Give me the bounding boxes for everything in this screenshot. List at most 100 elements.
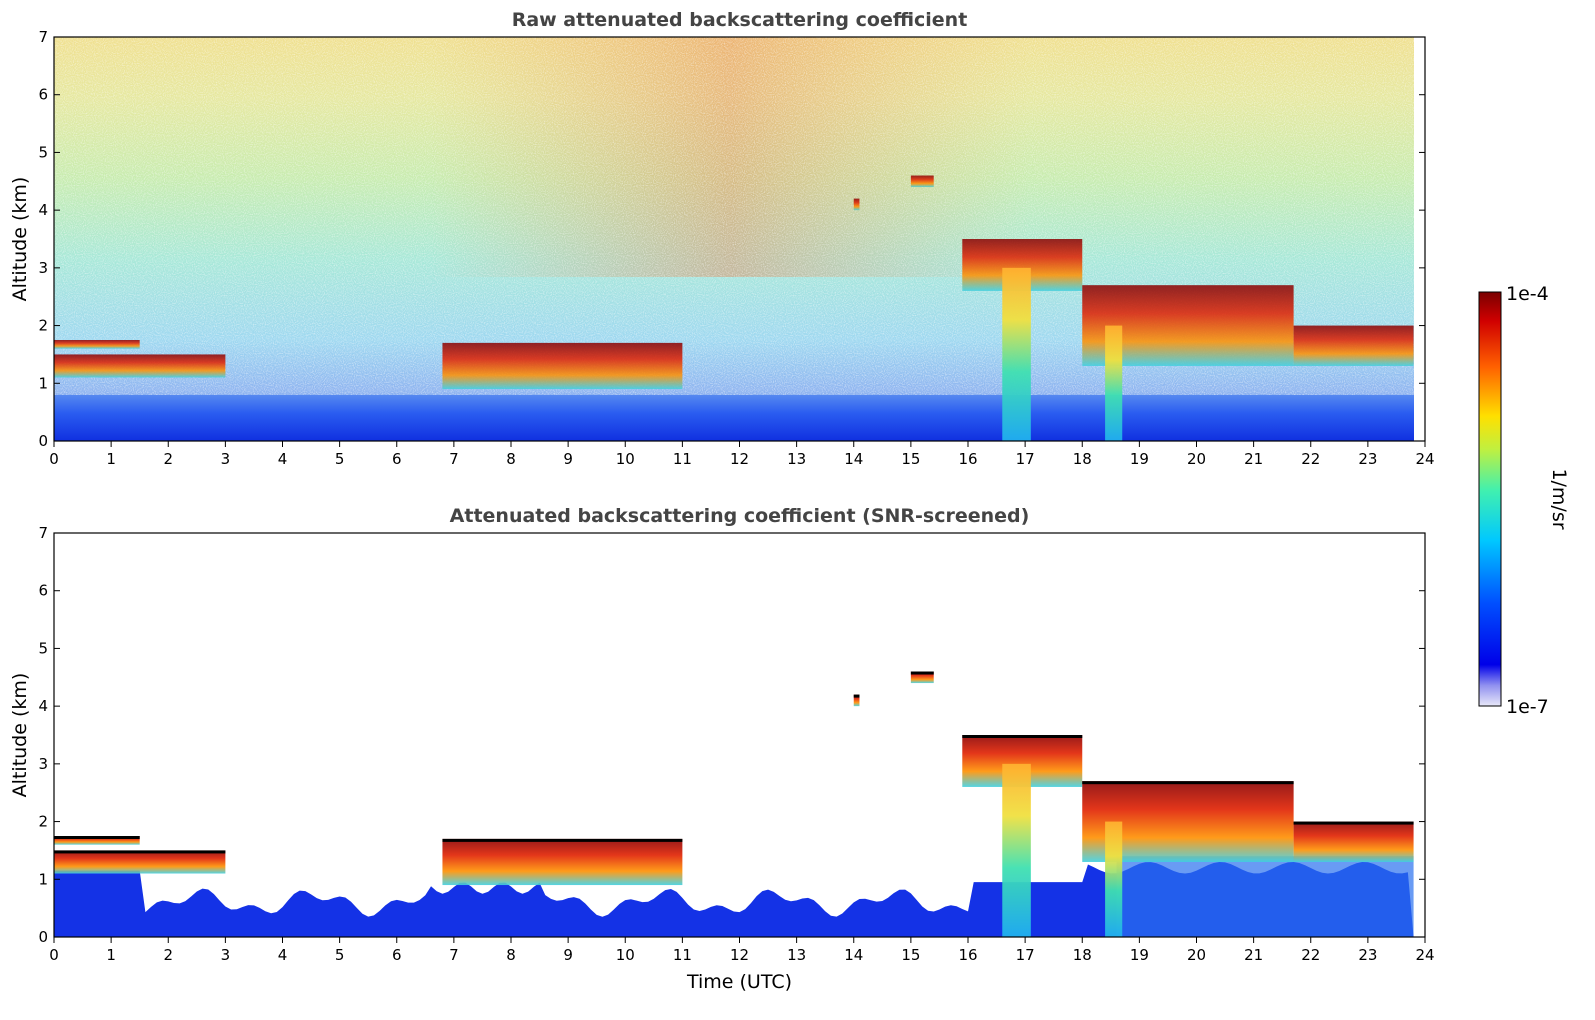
panel-1-title: Raw attenuated backscattering coefficien… [512, 9, 968, 31]
colorbar: 1e-4 1e-7 1/m/sr [1478, 283, 1570, 718]
cloud-layer [853, 198, 860, 211]
y-tick-label: 7 [38, 28, 48, 46]
x-tick-label: 19 [1130, 450, 1149, 468]
cloud-top-edge [54, 836, 140, 839]
y-tick-label: 5 [38, 639, 48, 657]
x-tick-label: 2 [163, 946, 173, 964]
x-tick-label: 11 [673, 450, 692, 468]
panel-1-image [54, 37, 1414, 441]
y-tick-label: 2 [38, 317, 48, 335]
panel-screened: Attenuated backscattering coefficient (S… [9, 505, 1435, 993]
x-tick-label: 8 [506, 946, 516, 964]
x-tick-label: 15 [901, 450, 920, 468]
cloud-top-edge [54, 850, 226, 854]
y-tick-label: 4 [38, 697, 48, 715]
panel-1-features [54, 175, 1414, 441]
precipitation-shaft [1105, 325, 1123, 441]
x-tick-label: 14 [844, 946, 863, 964]
x-tick-label: 23 [1358, 946, 1377, 964]
panel-2-y-label: Altitude (km) [9, 673, 31, 798]
cloud-top-edge [1293, 821, 1414, 825]
colorbar-max-label: 1e-4 [1506, 283, 1549, 305]
x-tick-label: 21 [1244, 450, 1263, 468]
x-tick-label: 14 [844, 450, 863, 468]
x-tick-label: 9 [563, 450, 573, 468]
cloud-layer [54, 850, 226, 874]
x-tick-label: 13 [787, 450, 806, 468]
x-tick-label: 12 [730, 450, 749, 468]
panel-2-x-label: Time (UTC) [686, 971, 792, 993]
x-tick-label: 16 [958, 946, 977, 964]
x-tick-label: 6 [392, 450, 402, 468]
x-tick-label: 18 [1073, 450, 1092, 468]
panel-1-y-label: Altitude (km) [9, 177, 31, 302]
cloud-layer [910, 671, 934, 684]
y-tick-label: 7 [38, 524, 48, 542]
cloud-top-edge [853, 694, 860, 698]
y-tick-label: 6 [38, 582, 48, 600]
cloud-top-edge [1082, 781, 1294, 785]
x-tick-label: 10 [616, 946, 635, 964]
x-tick-label: 17 [1016, 450, 1035, 468]
cloud-top-edge [962, 735, 1083, 738]
cloud-layer [442, 838, 683, 886]
precipitation-shaft [1002, 267, 1031, 441]
x-tick-label: 8 [506, 450, 516, 468]
panel-2-image [54, 533, 1425, 937]
x-tick-label: 7 [449, 946, 459, 964]
precipitation-shaft [1002, 763, 1031, 937]
x-tick-label: 16 [958, 450, 977, 468]
x-tick-label: 15 [901, 946, 920, 964]
x-tick-label: 13 [787, 946, 806, 964]
x-tick-label: 21 [1244, 946, 1263, 964]
colorbar-gradient [1478, 291, 1502, 707]
y-tick-label: 2 [38, 813, 48, 831]
panel-1-noise [54, 37, 1414, 441]
precipitation-shaft [1105, 821, 1123, 937]
panel-2-title: Attenuated backscattering coefficient (S… [450, 505, 1030, 527]
y-tick-label: 0 [38, 432, 48, 450]
cloud-layer [910, 175, 934, 188]
x-tick-label: 0 [49, 450, 59, 468]
cloud-layer [54, 340, 140, 349]
cloud-layer [1293, 325, 1414, 366]
x-tick-label: 5 [335, 946, 345, 964]
cloud-layer [1293, 821, 1414, 862]
x-tick-label: 0 [49, 946, 59, 964]
cloud-layer [853, 694, 860, 707]
x-tick-label: 6 [392, 946, 402, 964]
x-tick-label: 20 [1187, 450, 1206, 468]
x-tick-label: 17 [1016, 946, 1035, 964]
x-tick-label: 2 [163, 450, 173, 468]
y-tick-label: 5 [38, 143, 48, 161]
x-tick-label: 18 [1073, 946, 1092, 964]
panel-raw: Raw attenuated backscattering coefficien… [9, 9, 1435, 468]
cloud-top-edge [442, 838, 683, 842]
x-tick-label: 9 [563, 946, 573, 964]
panel-2-features [54, 671, 1414, 937]
panel-2-x-ticks: 0 1 2 3 4 5 6 7 8 9 10 11 12 13 14 15 16 17 18 19 20 21 22 23 24 [49, 937, 1435, 964]
colorbar-min-label: 1e-7 [1506, 696, 1549, 718]
cloud-layer [54, 836, 140, 845]
cloud-layer [54, 354, 226, 378]
x-tick-label: 20 [1187, 946, 1206, 964]
x-tick-label: 12 [730, 946, 749, 964]
x-tick-label: 5 [335, 450, 345, 468]
aerosol-layer-upper [1116, 856, 1414, 937]
x-tick-label: 22 [1301, 450, 1320, 468]
y-tick-label: 1 [38, 374, 48, 392]
y-tick-label: 4 [38, 201, 48, 219]
x-tick-label: 10 [616, 450, 635, 468]
x-tick-label: 22 [1301, 946, 1320, 964]
x-tick-label: 1 [106, 946, 116, 964]
x-tick-label: 11 [673, 946, 692, 964]
aerosol-layer [54, 862, 1414, 937]
x-tick-label: 19 [1130, 946, 1149, 964]
y-tick-label: 6 [38, 86, 48, 104]
panel-2-y-ticks: 0 1 2 3 4 5 6 7 [38, 524, 1425, 946]
panel-1-boundary-layer [54, 395, 1414, 441]
x-tick-label: 3 [221, 450, 231, 468]
cloud-top-edge [910, 671, 934, 675]
x-tick-label: 23 [1358, 450, 1377, 468]
